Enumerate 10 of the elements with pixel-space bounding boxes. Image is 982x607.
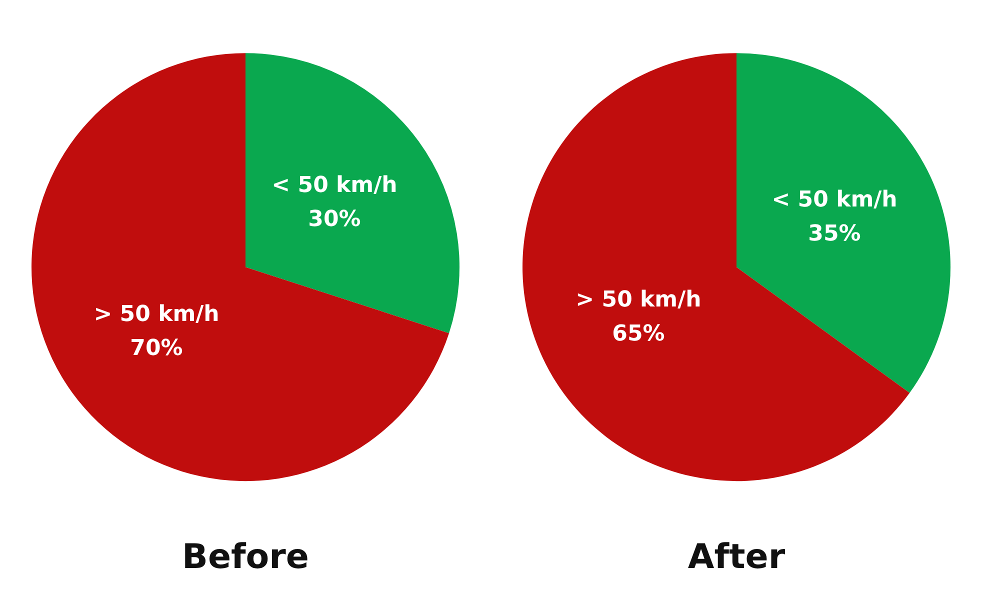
data-label: 35% — [808, 222, 861, 247]
slice-label: < 50 km/h — [772, 188, 898, 213]
text: Before — [182, 537, 309, 577]
text: After — [688, 537, 786, 577]
data-label: 30% — [308, 206, 361, 232]
slice-label: > 50 km/h — [94, 302, 220, 328]
data-label: 65% — [612, 322, 665, 347]
slice-label: < 50 km/h — [272, 172, 398, 198]
slice-label: > 50 km/h — [576, 288, 702, 313]
data-label: 70% — [130, 336, 183, 362]
